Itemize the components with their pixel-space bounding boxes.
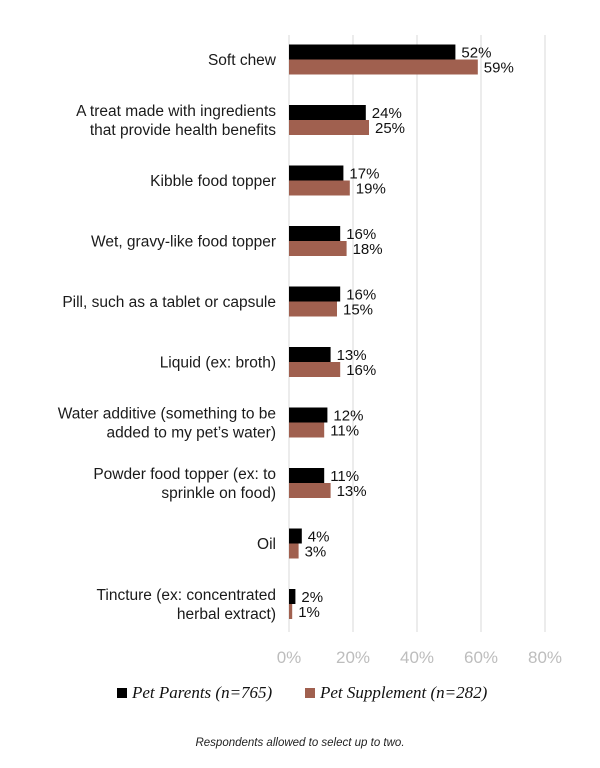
category-label: Pill, such as a tablet or capsule [62,294,276,311]
bar-pet-supplement [289,180,350,196]
bar-pet-parents [289,347,331,362]
data-label: 15% [343,302,373,319]
bar-pet-supplement [289,362,341,377]
bar-pet-supplement [289,59,478,75]
data-label: 52% [461,45,491,62]
legend-label: Pet Supplement (n=282) [319,683,488,702]
category-label: Kibble food topper [150,173,276,190]
bar-pet-supplement [289,543,299,559]
x-axis-ticks: 0% 20% 40% 60% 80% [277,648,562,667]
data-label: 16% [346,226,376,243]
category-label: Liquid (ex: broth) [160,355,276,372]
legend-label: Pet Parents (n=765) [131,683,273,702]
data-label: 24% [372,105,402,122]
x-tick-label: 80% [528,648,562,667]
chart: 52%59%24%25%17%19%16%18%16%15%13%16%12%1… [58,35,562,702]
x-tick-label: 0% [277,648,302,667]
data-label: 25% [375,120,405,137]
bar-pet-supplement [289,301,337,317]
category-label: that provide health benefits [90,122,276,139]
x-tick-label: 20% [336,648,370,667]
bar-pet-supplement [289,604,293,619]
data-label: 12% [333,408,363,425]
bars [289,44,478,619]
category-label: Water additive (something to be [58,406,276,423]
bar-pet-parents [289,105,366,120]
x-tick-label: 60% [464,648,498,667]
footnote: Respondents allowed to select up to two. [195,737,405,749]
x-tick-label: 40% [400,648,434,667]
data-label: 11% [330,423,359,440]
category-label: added to my pet’s water) [107,425,276,442]
data-label: 11% [330,468,359,485]
data-label: 17% [349,166,379,183]
category-label: Soft chew [208,52,277,69]
bar-pet-parents [289,165,344,181]
data-label: 59% [484,60,514,77]
data-label: 4% [308,529,330,546]
bar-pet-parents [289,44,456,60]
category-label: A treat made with ingredients [76,103,276,120]
legend: Pet Parents (n=765) Pet Supplement (n=282… [117,683,488,702]
data-label: 3% [305,544,327,561]
category-label: Oil [257,536,276,553]
data-label: 1% [298,604,320,621]
bar-pet-parents [289,407,328,423]
bar-pet-parents [289,286,341,302]
data-label: 16% [346,362,376,379]
legend-swatch [305,688,315,698]
category-label: Tincture (ex: concentrated [97,587,276,604]
bar-pet-parents [289,468,325,483]
bar-pet-supplement [289,422,325,438]
category-label: Powder food topper (ex: to [93,466,276,483]
bar-pet-parents [289,226,341,241]
bar-pet-supplement [289,241,347,256]
value-labels: 52%59%24%25%17%19%16%18%16%15%13%16%12%1… [298,45,514,622]
bar-pet-supplement [289,120,369,135]
bar-pet-supplement [289,483,331,498]
data-label: 16% [346,287,376,304]
bar-pet-parents [289,528,302,544]
category-label: sprinkle on food) [161,485,276,502]
data-label: 18% [353,241,383,258]
data-label: 2% [301,589,323,606]
data-label: 19% [356,181,386,198]
bar-pet-parents [289,589,296,604]
category-labels: Soft chew A treat made with ingredients th… [58,52,277,623]
category-label: Wet, gravy-like food topper [91,234,276,251]
data-label: 13% [337,347,367,364]
category-label: herbal extract) [177,606,276,623]
legend-swatch [117,688,127,698]
data-label: 13% [337,483,367,500]
